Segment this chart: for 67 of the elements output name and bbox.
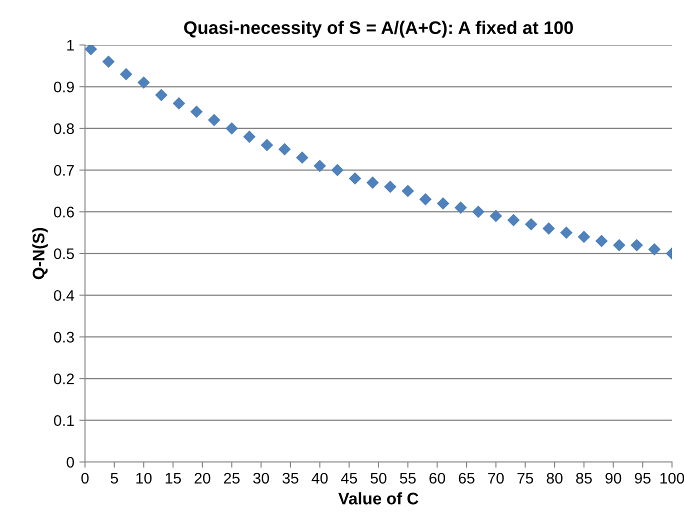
point (560, 226, 573, 239)
x-tick-label: 0 (81, 472, 89, 484)
point (542, 222, 555, 235)
x-tick-label: 60 (429, 472, 446, 484)
y-tick-label: 0.2 (54, 373, 74, 384)
point (507, 214, 520, 226)
y-axis-title: Q-N(S) (32, 228, 48, 280)
x-tick-label: 80 (546, 472, 562, 484)
point (208, 114, 220, 126)
point (226, 122, 238, 135)
point (419, 193, 432, 206)
x-tick-label: 85 (576, 472, 592, 484)
point (296, 151, 308, 164)
y-tick-label: 1 (67, 40, 74, 51)
point (243, 130, 256, 143)
point (402, 184, 414, 198)
y-tick-label: 0.5 (54, 248, 74, 260)
x-tick-label: 100 (660, 472, 684, 484)
x-tick-label: 35 (282, 472, 298, 484)
x-tick-label: 90 (606, 472, 622, 484)
y-tick-label: 0.3 (54, 332, 74, 343)
point (648, 243, 661, 256)
point (472, 206, 484, 218)
x-tick-label: 55 (400, 472, 416, 484)
y-tick-label: 0.4 (54, 290, 74, 301)
point (595, 234, 608, 248)
x-tick-label: 75 (518, 472, 534, 484)
x-tick-label: 20 (194, 472, 210, 484)
point (278, 143, 291, 156)
x-tick-label: 45 (341, 472, 358, 484)
point (366, 176, 379, 189)
y-tick-label: 0.1 (54, 415, 74, 426)
point (120, 68, 132, 80)
point (578, 230, 590, 244)
x-tick-label: 50 (370, 472, 386, 484)
point (348, 172, 362, 185)
point (314, 160, 326, 172)
point (260, 138, 274, 152)
point (454, 201, 467, 214)
x-tick-label: 40 (312, 472, 328, 484)
point (190, 106, 203, 118)
y-tick-label: 0.6 (54, 206, 74, 218)
x-tick-label: 15 (166, 472, 181, 484)
point (137, 76, 150, 89)
x-tick-label: 5 (110, 472, 118, 484)
point (436, 197, 450, 210)
point (612, 238, 626, 252)
x-tick-label: 25 (224, 472, 240, 484)
chart-title: Quasi-necessity of S = A/(A+C): A fixed at 100 (184, 20, 573, 38)
y-tick-label: 0.9 (54, 82, 74, 92)
y-tick-label: 0 (66, 456, 74, 468)
x-tick-label: 65 (458, 472, 474, 484)
point (630, 238, 643, 252)
point (172, 97, 186, 110)
point (384, 180, 396, 193)
y-tick-label: 0.8 (54, 123, 74, 134)
point (155, 88, 168, 102)
y-tick-label: 0.7 (54, 164, 74, 176)
x-tick-label: 95 (634, 472, 651, 484)
point (524, 218, 538, 231)
point (102, 55, 115, 68)
x-axis-title: Value of C (338, 492, 418, 504)
point (490, 210, 502, 222)
x-tick-label: 10 (136, 472, 152, 484)
x-tick-label: 30 (253, 472, 269, 484)
x-tick-label: 70 (488, 472, 504, 484)
point (331, 164, 344, 176)
